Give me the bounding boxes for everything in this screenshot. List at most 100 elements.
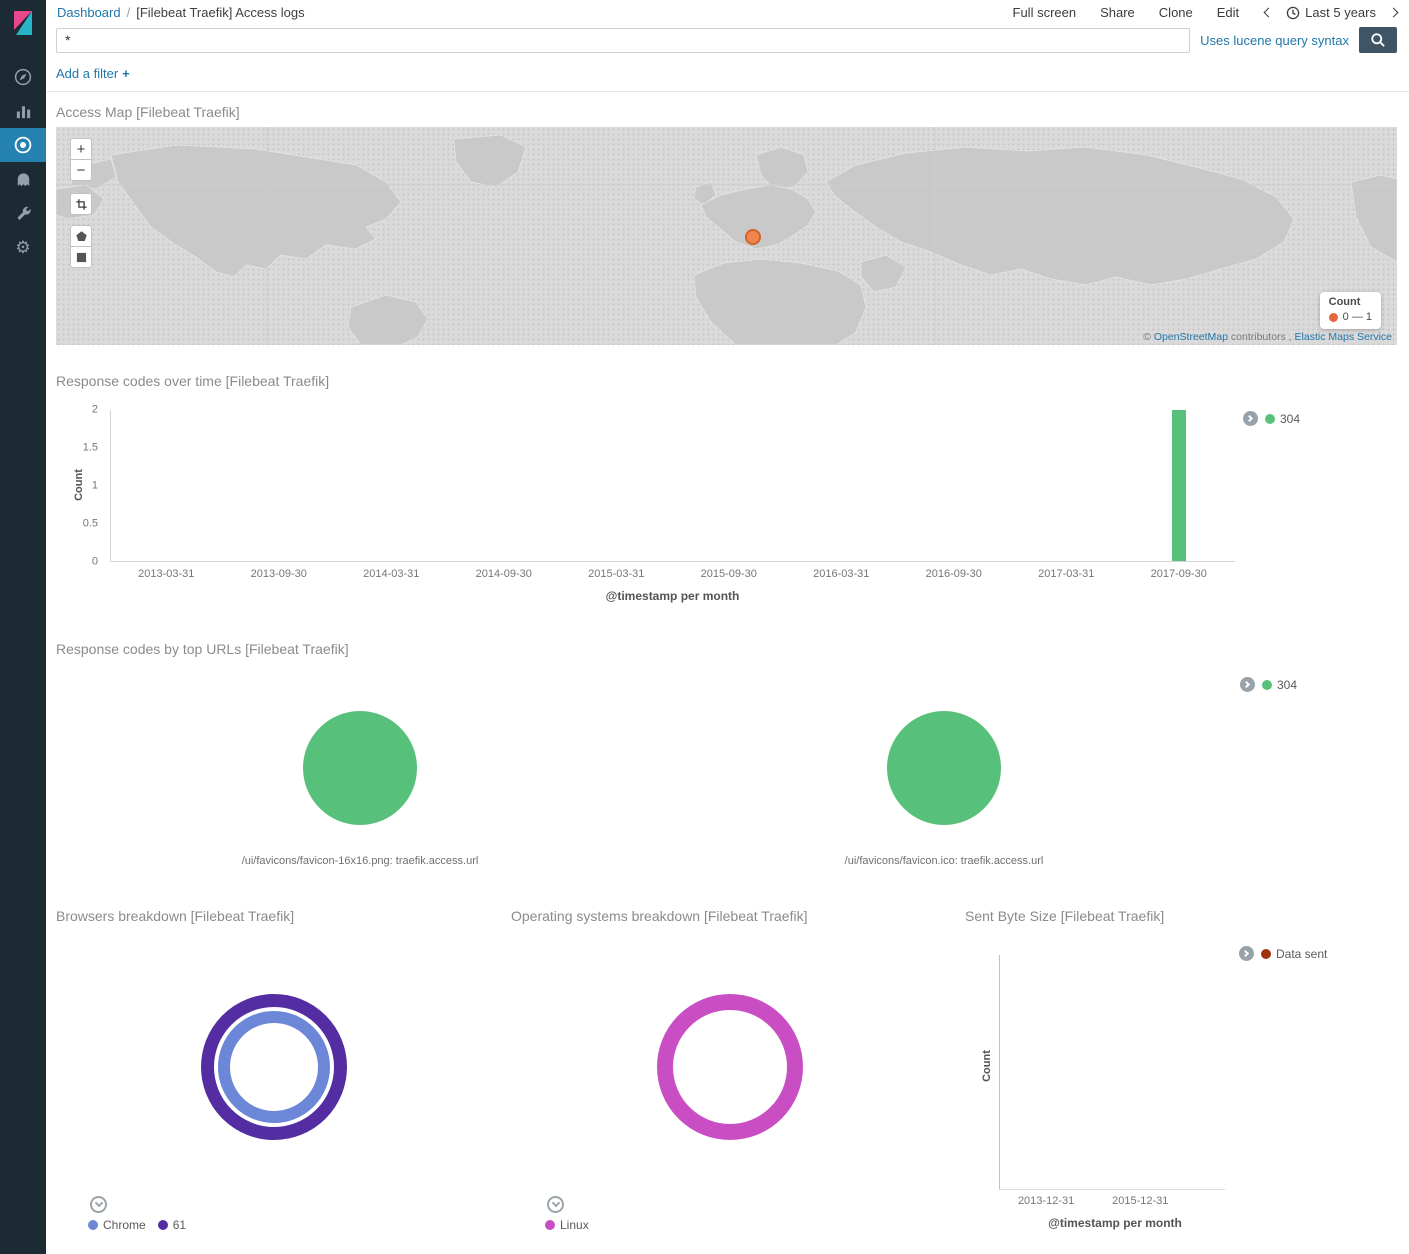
query-input[interactable] xyxy=(56,27,1191,53)
rt-xaxis: 2013-03-31 2013-09-30 2014-03-31 2014-09-30… xyxy=(110,568,1235,582)
time-navigation: Last 5 years xyxy=(1263,5,1399,20)
elastic-maps-link[interactable]: Elastic Maps Service xyxy=(1294,331,1392,343)
kibana-logo-icon xyxy=(14,11,32,35)
legend-expand-icon[interactable] xyxy=(1240,677,1255,692)
openstreetmap-link[interactable]: OpenStreetMap xyxy=(1153,331,1228,343)
y-tick-label: 0 xyxy=(91,555,98,568)
filter-bar: Add a filter + xyxy=(46,55,1409,92)
browsers-outer-ring[interactable] xyxy=(201,994,347,1140)
sidebar-item-dashboard[interactable] xyxy=(0,128,46,162)
map-legend-title: Count xyxy=(1328,296,1361,308)
zoom-out-button[interactable]: − xyxy=(70,159,92,181)
edit-button[interactable]: Edit xyxy=(1216,5,1240,20)
sidebar-item-visualize[interactable] xyxy=(0,94,46,128)
full-screen-button[interactable]: Full screen xyxy=(1012,5,1077,20)
sidebar-item-management[interactable]: ⚙ xyxy=(0,230,46,264)
add-filter-button[interactable]: Add a filter + xyxy=(56,66,130,81)
geo-data-point[interactable] xyxy=(745,229,761,245)
pie-label: /ui/favicons/favicon-16x16.png: traefik.… xyxy=(241,855,479,867)
time-range-label: Last 5 years xyxy=(1305,5,1376,20)
legend-dot xyxy=(1261,948,1271,959)
legend-item[interactable]: Data sent xyxy=(1261,947,1327,961)
search-button[interactable] xyxy=(1359,27,1397,53)
compass-icon xyxy=(14,68,32,86)
magnifier-icon xyxy=(1371,33,1385,47)
clock-icon xyxy=(1286,6,1300,19)
map-fit-control xyxy=(70,193,92,215)
gear-icon: ⚙ xyxy=(15,237,31,257)
panel-access-map: Access Map [Filebeat Traefik] xyxy=(56,104,1397,349)
legend-item[interactable]: 304 xyxy=(1262,678,1297,692)
time-back-icon[interactable] xyxy=(1263,7,1274,18)
panel-response-codes-over-time: Response codes over time [Filebeat Traef… xyxy=(56,373,1301,613)
legend-item[interactable]: 61 xyxy=(157,1218,187,1232)
legend-item[interactable]: Linux xyxy=(545,1218,589,1232)
sent-legend: Data sent xyxy=(1239,946,1327,961)
legend-item[interactable]: 304 xyxy=(1265,412,1300,426)
sent-legend-items: Data sent xyxy=(1261,947,1327,961)
top-navbar: Dashboard / [Filebeat Traefik] Access lo… xyxy=(46,0,1409,25)
query-bar: Uses lucene query syntax xyxy=(46,25,1409,55)
url-pie[interactable] xyxy=(887,711,1001,825)
app-sidebar: ⚙ xyxy=(0,0,46,1254)
zoom-in-button[interactable]: + xyxy=(70,138,92,160)
x-tick-label: 2015-09-30 xyxy=(700,568,757,580)
legend-collapse-icon[interactable] xyxy=(547,1196,564,1213)
timelion-icon xyxy=(17,172,29,186)
polygon-glyph xyxy=(75,230,87,241)
legend-label: Chrome xyxy=(103,1218,146,1232)
share-button[interactable]: Share xyxy=(1100,5,1135,20)
contributors-text: contributors , xyxy=(1230,331,1292,343)
crop-glyph xyxy=(75,198,87,210)
pie-legend-items: 304 xyxy=(1262,678,1297,692)
add-filter-label: Add a filter xyxy=(56,65,119,81)
polygon-draw-icon[interactable] xyxy=(70,225,92,247)
breadcrumb-separator: / xyxy=(126,5,131,20)
legend-label: 304 xyxy=(1280,411,1301,426)
map-zoom-controls: + − xyxy=(70,138,92,181)
x-tick-label: 2013-12-31 xyxy=(1017,1195,1075,1207)
crop-icon[interactable] xyxy=(70,193,92,215)
dashboard-icon xyxy=(14,136,32,154)
legend-label: 61 xyxy=(172,1218,187,1232)
time-range-picker[interactable]: Last 5 years xyxy=(1286,5,1376,20)
world-map[interactable]: + − Count xyxy=(56,127,1397,345)
clone-button[interactable]: Clone xyxy=(1158,5,1193,20)
breadcrumb-dashboard-link[interactable]: Dashboard xyxy=(57,5,121,20)
rt-plot xyxy=(110,410,1235,562)
legend-expand-icon[interactable] xyxy=(1243,411,1258,426)
legend-expand-icon[interactable] xyxy=(1239,946,1254,961)
sidebar-item-timelion[interactable] xyxy=(0,162,46,196)
rectangle-draw-icon[interactable] xyxy=(70,246,92,268)
time-forward-icon[interactable] xyxy=(1388,7,1399,18)
page-title: [Filebeat Traefik] Access logs xyxy=(136,5,305,20)
map-legend-dot xyxy=(1328,312,1338,322)
legend-label: 304 xyxy=(1277,677,1298,692)
x-axis-title: @timestamp per month xyxy=(1048,1216,1182,1230)
browsers-inner-ring[interactable] xyxy=(218,1011,330,1123)
kibana-logo[interactable] xyxy=(0,0,46,46)
x-tick-label: 2017-09-30 xyxy=(1150,568,1207,580)
panel-title: Access Map [Filebeat Traefik] xyxy=(56,104,240,120)
lucene-syntax-link[interactable]: Uses lucene query syntax xyxy=(1200,32,1349,48)
browsers-legend: Chrome 61 xyxy=(88,1218,186,1232)
legend-label: Data sent xyxy=(1276,946,1328,961)
legend-label: Linux xyxy=(560,1218,589,1232)
legend-item[interactable]: Chrome xyxy=(88,1218,146,1232)
pie-label: /ui/favicons/favicon.ico: traefik.access… xyxy=(844,855,1044,867)
bar-chart-icon xyxy=(16,105,30,118)
url-pie[interactable] xyxy=(303,711,417,825)
legend-collapse-icon[interactable] xyxy=(90,1196,107,1213)
rt-yaxis: 0 0.5 1 1.5 2 xyxy=(56,404,104,567)
rt-legend: 304 xyxy=(1243,411,1300,426)
os-ring[interactable] xyxy=(657,994,803,1140)
map-attribution: © OpenStreetMap contributors , Elastic M… xyxy=(1143,331,1392,343)
legend-dot xyxy=(1265,413,1275,424)
legend-dot xyxy=(88,1220,98,1230)
plus-icon: + xyxy=(122,65,130,81)
bar-304[interactable] xyxy=(1171,410,1186,561)
sidebar-item-dev-tools[interactable] xyxy=(0,196,46,230)
x-axis-title: @timestamp per month xyxy=(605,589,740,603)
sidebar-item-discover[interactable] xyxy=(0,60,46,94)
x-tick-label: 2015-03-31 xyxy=(588,568,645,580)
